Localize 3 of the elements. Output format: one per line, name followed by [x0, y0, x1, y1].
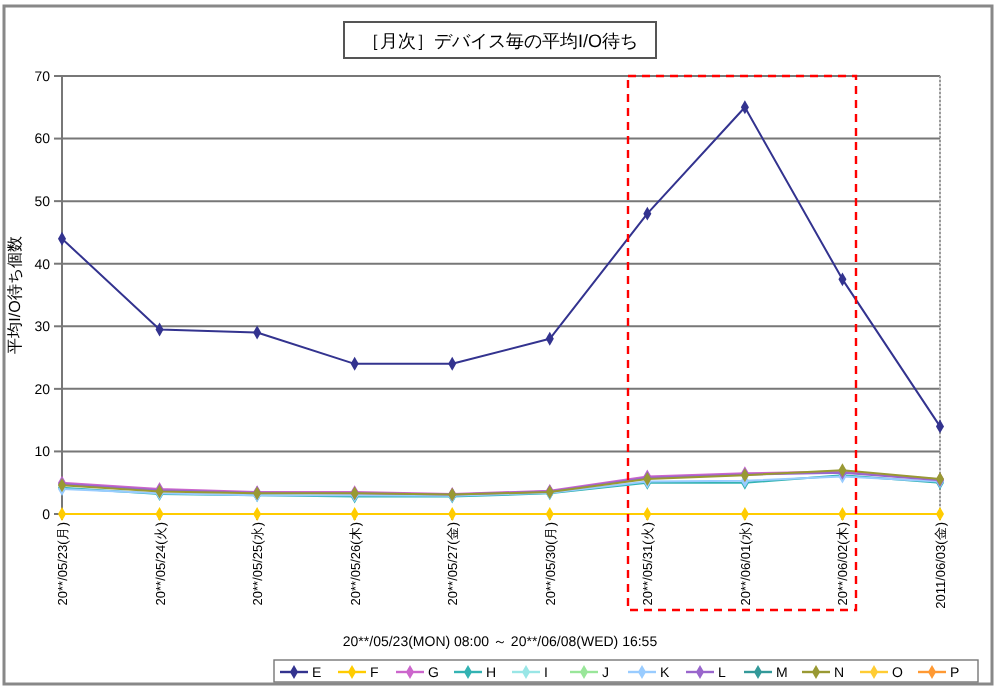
y-axis-title: 平均I/O待ち個数	[6, 236, 24, 354]
point	[935, 507, 945, 521]
chart-title: ［月次］デバイス毎の平均I/O待ち	[361, 31, 639, 51]
